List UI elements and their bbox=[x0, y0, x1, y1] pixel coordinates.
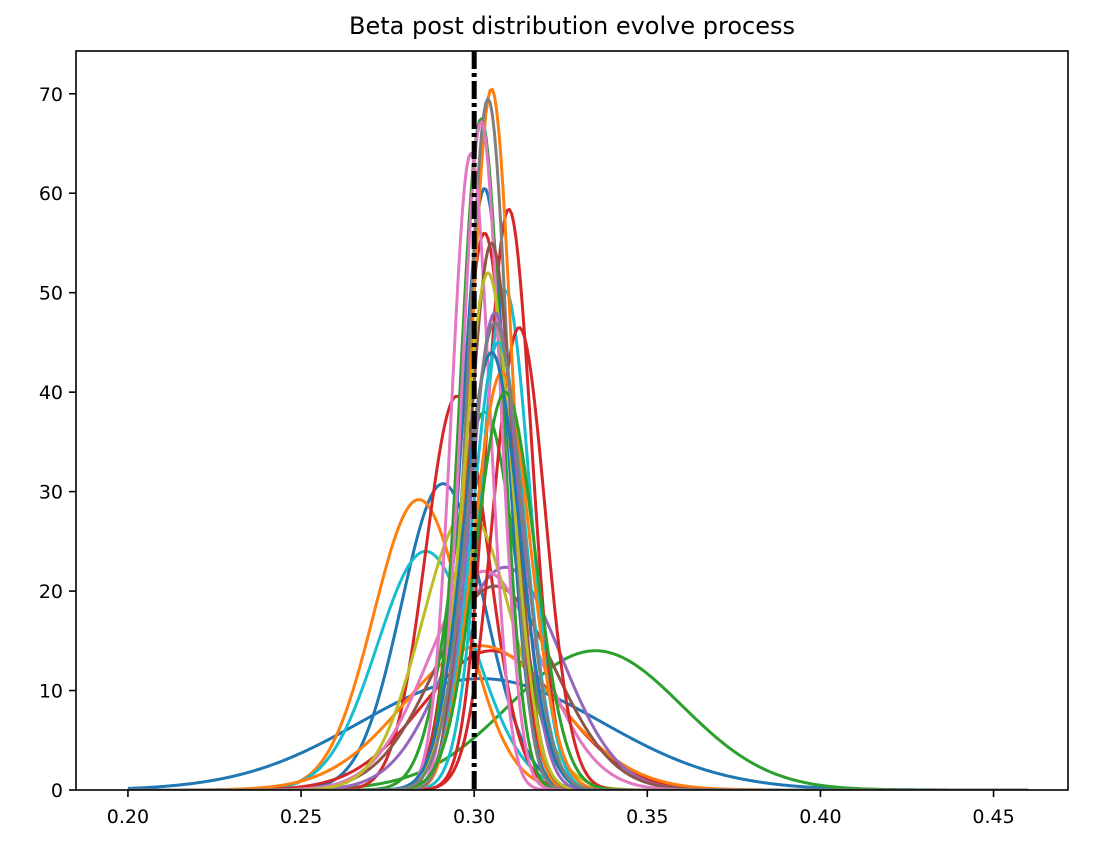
y-tick-label: 0 bbox=[51, 780, 63, 802]
x-tick-label: 0.30 bbox=[453, 806, 495, 828]
y-tick-label: 50 bbox=[39, 283, 63, 305]
x-tick-label: 0.25 bbox=[280, 806, 322, 828]
y-tick-label: 40 bbox=[39, 382, 63, 404]
x-tick-label: 0.20 bbox=[107, 806, 149, 828]
y-tick-label: 60 bbox=[39, 183, 63, 205]
density-curve-31 bbox=[127, 321, 1029, 790]
chart-title: Beta post distribution evolve process bbox=[349, 12, 795, 40]
x-tick-label: 0.40 bbox=[799, 806, 841, 828]
density-curve-26 bbox=[127, 311, 1029, 790]
density-curve-16 bbox=[127, 326, 1029, 790]
x-tick-label: 0.45 bbox=[972, 806, 1014, 828]
y-tick-label: 30 bbox=[39, 482, 63, 504]
density-curve-8 bbox=[127, 644, 1029, 790]
plot-frame bbox=[75, 50, 1069, 791]
y-tick-label: 70 bbox=[39, 84, 63, 106]
y-tick-label: 20 bbox=[39, 581, 63, 603]
x-axis: 0.20 0.25 0.30 0.35 0.40 0.45 bbox=[107, 790, 1015, 828]
y-tick-label: 10 bbox=[39, 681, 63, 703]
density-curve-30 bbox=[127, 390, 1029, 790]
y-axis: 0 10 20 30 40 50 60 70 bbox=[39, 84, 76, 802]
density-curve-28 bbox=[127, 371, 1029, 790]
x-tick-label: 0.35 bbox=[626, 806, 668, 828]
